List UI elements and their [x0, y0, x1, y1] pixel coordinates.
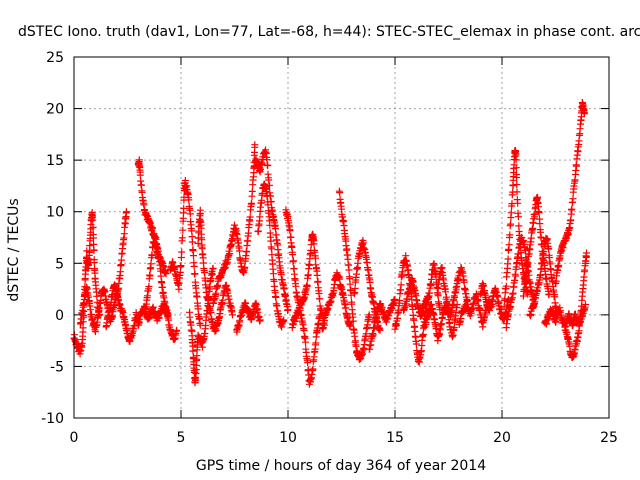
x-tick-label: 20 [493, 430, 511, 446]
y-tick-label: -10 [41, 411, 64, 427]
x-tick-label: 15 [386, 430, 404, 446]
x-tick-label: 0 [70, 430, 79, 446]
chart-title: dSTEC Iono. truth (dav1, Lon=77, Lat=-68… [18, 24, 640, 40]
plot-frame [73, 56, 610, 419]
y-tick-label: 20 [46, 102, 64, 118]
data-point-markers [70, 99, 590, 388]
x-tick-label: 5 [177, 430, 186, 446]
y-axis-label: dSTEC / TECUs [6, 198, 22, 301]
y-tick-label: 15 [46, 153, 64, 169]
x-tick-label: 10 [279, 430, 297, 446]
y-tick-label: 10 [46, 205, 64, 221]
y-tick-label: 0 [55, 308, 64, 324]
x-axis-label: GPS time / hours of day 364 of year 2014 [196, 458, 486, 474]
y-tick-label: 5 [55, 256, 64, 272]
data-markers [70, 99, 590, 388]
x-tick-label: 25 [600, 430, 618, 446]
axis-ticks: 0 5 10 15 20 25 -10 -5 0 5 10 15 20 25 [41, 50, 618, 446]
y-tick-label: 25 [46, 50, 64, 66]
y-tick-label: -5 [50, 359, 64, 375]
